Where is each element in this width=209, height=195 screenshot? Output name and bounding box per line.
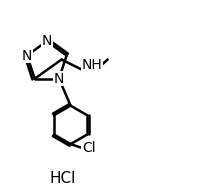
- Text: N: N: [22, 49, 32, 63]
- Text: N: N: [42, 34, 52, 48]
- Text: Cl: Cl: [82, 141, 96, 155]
- Text: NH: NH: [82, 58, 103, 72]
- Text: N: N: [54, 72, 64, 86]
- Text: HCl: HCl: [49, 171, 75, 186]
